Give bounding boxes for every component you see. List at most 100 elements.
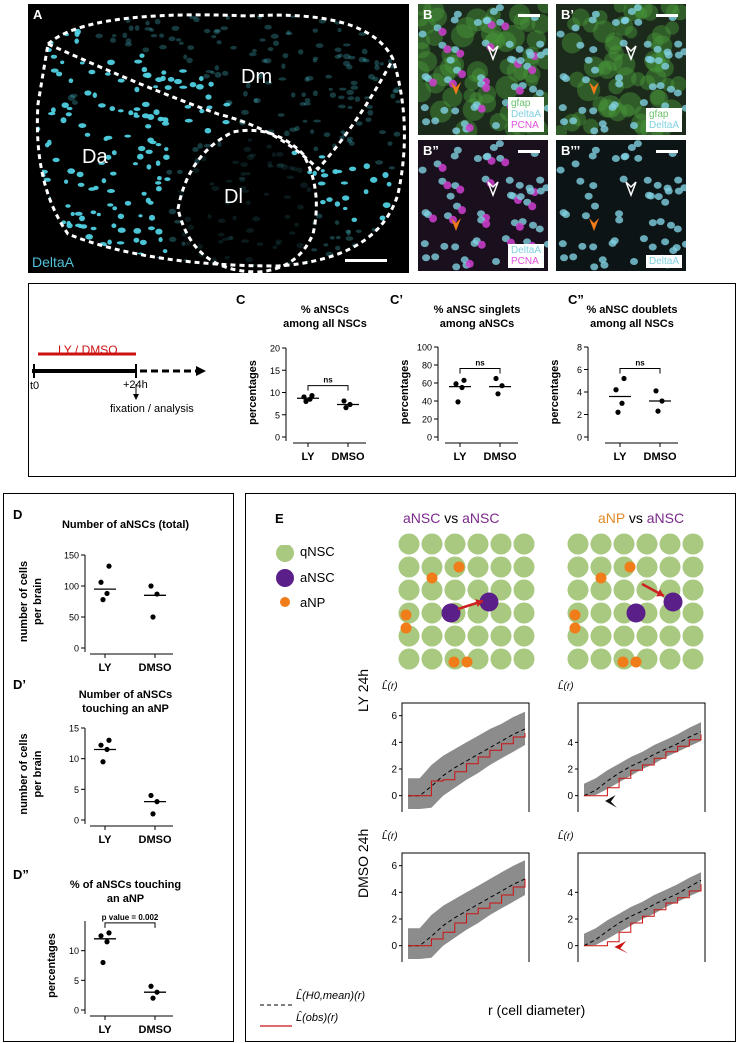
qnsc-cell [567,648,589,670]
y-axis-label: number of cells [18,561,30,642]
y-tick-label: 10 [270,388,280,398]
anp-cell [595,572,607,584]
legend-b-2: DeltaA PCNA [507,244,544,268]
qnsc-cell [567,579,589,601]
chart-title-line: among all NSCs [283,318,367,330]
qnsc-cell [398,556,420,578]
schema-title-1-left: aNSC [403,510,441,526]
y-tick-label: 4 [567,888,573,899]
data-point [493,375,499,382]
y-tick-label: 5 [74,785,79,795]
cell-legend [276,545,294,607]
legend-b-2-item-0: DeltaA [510,245,541,256]
qnsc-cell [659,533,681,555]
qnsc-cell [513,533,535,555]
anp-swatch [280,597,290,607]
anp-cell [400,622,412,634]
y-tick-label: 5 [275,410,280,420]
arrowhead-orange [589,218,599,231]
y-axis-label: percentages [46,933,58,998]
y-axis-label: number of cells [18,733,30,814]
cell-grid-ansc-vs-ansc [398,533,535,670]
data-point [98,579,104,585]
qnsc-cell [682,602,704,624]
data-point [309,393,315,399]
qnsc-cell [444,625,466,647]
y-tick-label: 0 [391,941,397,952]
ansc-cell [479,592,499,612]
y-axis-symbol: L̂(r) [558,678,574,692]
chart-title-line: among all NSCs [590,318,674,330]
anp-cell [426,572,438,584]
ansc-swatch [276,569,294,587]
y-tick-label: 80 [422,361,432,371]
significance-bracket [459,368,501,374]
legend-b-1: gfap DeltaA [645,108,682,132]
qnsc-cell [421,533,443,555]
data-point [98,933,104,939]
plot-frame [401,702,530,812]
data-point [303,398,309,404]
data-point [343,405,349,411]
data-point [150,614,156,620]
chart-label: D” [13,867,29,882]
qnsc-cell [590,625,612,647]
qnsc-cell [490,625,512,647]
legend-b-0-item-0: gfap [510,98,531,109]
data-point [621,375,627,382]
chart-title-line: % aNSCs [301,304,349,316]
observed-line [584,884,702,947]
y-tick-label: 40 [422,397,432,407]
legend-b-2-item-1: PCNA [510,256,539,267]
legend-b-0-item-2: PCNA [510,120,539,131]
anp-cell [569,609,581,621]
legend-b-3-item-0: DeltaA [648,256,679,267]
micrograph-b-canvas-3 [556,140,686,271]
y-tick-label: 20 [422,415,432,425]
x-tick-label: DMSO [139,662,172,674]
qnsc-cell [513,602,535,624]
row-label-dmso: DMSO 24h [355,829,371,898]
y-tick-label: 150 [64,551,79,561]
y-tick-label: 0 [567,791,573,802]
significance-label: ns [475,359,485,368]
y-tick-label: 20 [270,344,280,354]
y-tick-label: 6 [577,365,582,375]
legend-b-0: gfap DeltaA PCNA [507,97,544,132]
panel-label-b-3: B’’’ [561,143,581,158]
anp-cell [400,609,412,621]
anp-cell [630,656,642,668]
chart-D1: D’ Number of aNSCs touching an aNP 0 5 10 15 nu… [13,677,173,846]
timeline-diagram [32,352,206,400]
qnsc-cell [659,648,681,670]
legend-b-0-item-1: DeltaA [510,109,541,120]
legend-anp: aNP [300,595,326,610]
arrowhead-white [487,45,499,62]
marker-label-deltaa: DeltaA [32,254,75,270]
chart-D2: D” % of aNSCs touching an aNP 0 5 10 percentag… [13,867,181,1036]
ansc-cell [626,603,646,623]
t0-label: t0 [30,380,40,392]
y-tick-label: 50 [69,613,79,623]
data-point [613,387,619,393]
y-tick-label: 15 [69,724,79,734]
y-tick-label: 2 [391,765,397,776]
y-axis-symbol: L̂(r) [382,678,398,692]
panel-d-box [3,493,234,1042]
data-point [341,398,347,404]
qnsc-cell [421,625,443,647]
qnsc-cell [421,602,443,624]
chart-D: D Number of aNSCs (total) 0 50 100 150 number … [13,507,189,674]
y-tick-label: 100 [417,343,432,353]
data-point [459,384,465,391]
e-xlabel: r (cell diameter) [488,1002,586,1018]
scale-bar [656,14,678,17]
chart-title-line: % aNSC singlets [434,304,521,316]
y-tick-label: 0 [391,791,397,802]
chart-title-line: touching an aNP [82,703,169,715]
legend-qnsc: qNSC [300,544,335,559]
data-point [461,377,467,383]
observed-line [408,733,526,797]
x-tick-label: DMSO [644,451,677,463]
